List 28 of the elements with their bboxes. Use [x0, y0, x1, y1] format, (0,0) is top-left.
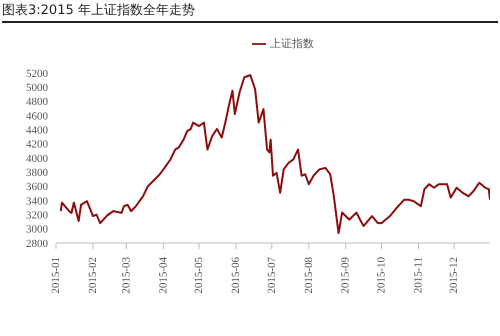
y-tick-label: 2800 [26, 238, 48, 250]
line-series [60, 74, 490, 234]
x-tick-label: 2015-05 [193, 256, 206, 294]
y-tick-label: 3400 [26, 195, 48, 208]
x-tick-label: 2015-02 [86, 257, 99, 294]
x-tick-label: 2015-07 [266, 256, 278, 294]
x-tick-label: 2015-06 [230, 256, 242, 294]
y-tick-label: 5000 [26, 82, 48, 94]
y-tick-label: 3200 [26, 210, 48, 222]
y-tick-label: 3600 [26, 181, 48, 194]
x-tick-label: 2015-11 [412, 257, 424, 294]
y-tick-label: 4000 [26, 152, 48, 165]
y-tick-label: 4600 [26, 110, 48, 122]
x-tick-label: 2015-08 [302, 256, 315, 294]
x-tick-label: 2015-04 [157, 256, 170, 294]
y-tick-label: 3000 [26, 224, 48, 236]
x-tick-label: 2015-03 [120, 256, 132, 294]
x-tick-label: 2015-10 [376, 256, 388, 294]
y-tick-label: 4400 [26, 124, 48, 137]
x-tick-label: 2015-01 [50, 257, 62, 294]
chart-title: 图表3:2015 年上证指数全年走势 [2, 3, 498, 23]
y-tick-label: 4800 [26, 96, 48, 108]
legend-label: 上证指数 [270, 37, 314, 50]
y-tick-label: 5200 [26, 68, 48, 80]
x-tick-label: 2015-12 [448, 257, 460, 294]
y-tick-label: 3800 [26, 167, 48, 180]
x-tick-label: 2015-09 [340, 256, 352, 294]
y-tick-label: 4200 [26, 138, 48, 151]
